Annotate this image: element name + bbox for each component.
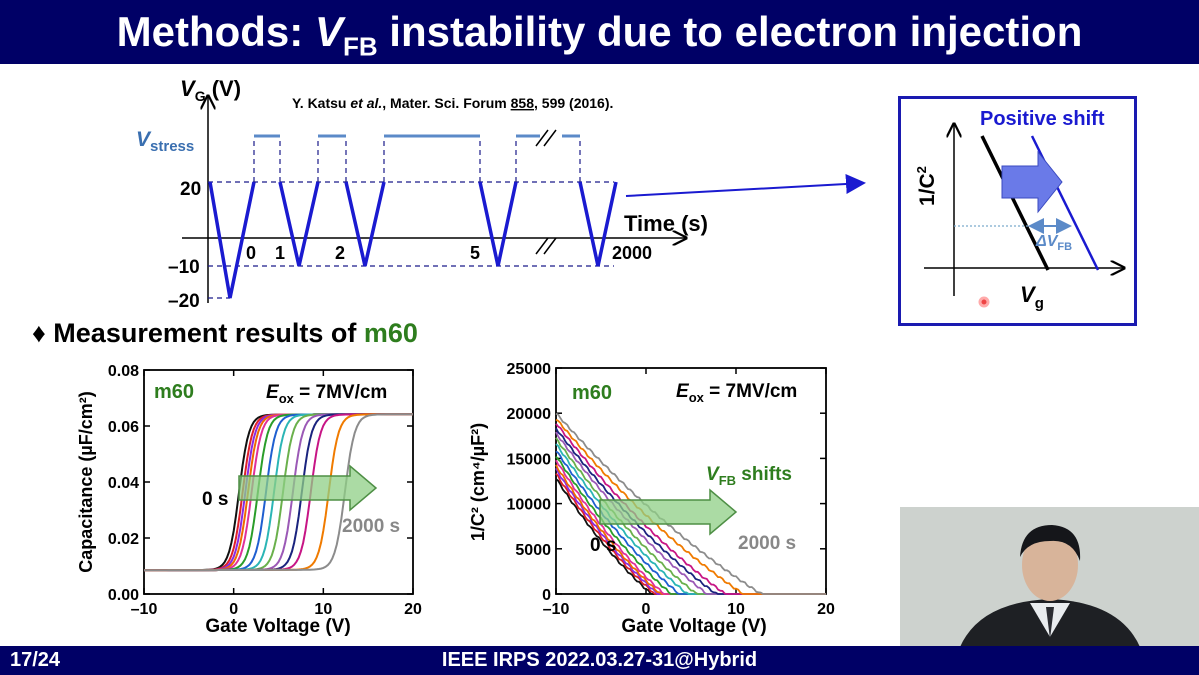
time-mark-2: 2 xyxy=(335,243,345,263)
cv-chart: –10 0 10 20 0.00 0.02 0.04 0.06 0.08 m60 Eox = 7… xyxy=(76,363,422,637)
end-label-right: 2000 s xyxy=(738,533,796,554)
mott-ytick-label: 5000 xyxy=(515,542,551,559)
mott-xtick-label: 0 xyxy=(642,601,651,618)
cv-series-13 xyxy=(144,413,413,572)
mott-series-13 xyxy=(555,412,826,595)
section-text: Measurement results of xyxy=(53,318,364,348)
vstress-label: Vstress xyxy=(136,128,194,155)
start-label-right: 0 s xyxy=(590,535,616,556)
start-label-left: 0 s xyxy=(202,489,228,510)
pointer-arrow xyxy=(625,173,866,197)
sweep-initial xyxy=(208,181,256,299)
time-mark-5: 5 xyxy=(470,243,480,263)
page-number: 17/24 xyxy=(10,649,61,671)
ylabel-left: Capacitance (µF/cm²) xyxy=(76,391,96,572)
mott-ytick-label: 20000 xyxy=(507,406,552,423)
mott-xtick-label: 10 xyxy=(727,601,745,618)
sweep-2000 xyxy=(578,181,618,267)
vfb-shift-label: VFB shifts xyxy=(706,464,792,488)
waveform-ylabel: VG (V) xyxy=(180,76,241,104)
waveform-xlabel: Time (s) xyxy=(624,211,708,236)
title-prefix: Methods: xyxy=(116,8,315,55)
inset-ylabel: 1/C2 xyxy=(914,166,939,206)
pointer-dot xyxy=(978,296,990,308)
end-label-left: 2000 s xyxy=(342,516,400,537)
reference-text: Y. Katsu et al., Mater. Sci. Forum 858, … xyxy=(292,95,613,111)
footer-bar: 17/24 IEEE IRPS 2022.03.27-31@Hybrid xyxy=(0,646,1199,675)
presenter-video xyxy=(900,507,1199,647)
sample-label-right: m60 xyxy=(572,382,612,404)
mott-ytick-label: 10000 xyxy=(507,497,552,514)
cv-xtick-label: 10 xyxy=(314,601,332,618)
stress-waveform-diagram: VG (V) Vstress Y. Katsu et al., Mater. S… xyxy=(136,76,866,312)
inset-label: Positive shift xyxy=(980,108,1105,130)
cv-ytick-label: 0.00 xyxy=(108,587,139,604)
cv-xtick-label: –10 xyxy=(131,601,158,618)
title-suffix: instability due to electron injection xyxy=(377,8,1083,55)
ylabel-right: 1/C² (cm⁴/µF²) xyxy=(468,423,488,541)
y-tick-minus20: –20 xyxy=(168,291,200,312)
y-tick-minus10: –10 xyxy=(168,257,200,278)
shift-arrow-right xyxy=(599,488,738,536)
cv-xtick-label: 20 xyxy=(404,601,422,618)
mott-ytick-label: 25000 xyxy=(507,361,552,378)
positive-shift-inset: 1/C2 Vg Positive shift ΔVFB xyxy=(898,96,1137,326)
mott-ytick-label: 15000 xyxy=(507,451,552,468)
shift-arrow-left xyxy=(238,464,378,512)
inset-xlabel: Vg xyxy=(1020,282,1044,312)
title-sub: FB xyxy=(342,31,378,62)
eox-label-right: Eox = 7MV/cm xyxy=(676,381,797,405)
sweep-5 xyxy=(478,181,518,267)
inset-line-before xyxy=(980,135,1050,271)
cv-ytick-label: 0.06 xyxy=(108,419,139,436)
y-tick-20: 20 xyxy=(180,179,201,200)
mott-ytick-label: 0 xyxy=(542,587,551,604)
cv-xtick-label: 0 xyxy=(229,601,238,618)
mott-xtick-label: –10 xyxy=(543,601,570,618)
section-sample: m60 xyxy=(363,318,418,348)
cv-ytick-label: 0.04 xyxy=(108,475,139,492)
shift-arrow xyxy=(1001,150,1063,214)
cv-ytick-label: 0.08 xyxy=(108,363,139,380)
xlabel-right: Gate Voltage (V) xyxy=(621,616,766,637)
sample-label-left: m60 xyxy=(154,381,194,403)
eox-label-left: Eox = 7MV/cm xyxy=(266,382,387,406)
axis-break-marks xyxy=(535,129,557,255)
time-mark-2000: 2000 xyxy=(612,243,652,263)
sweep-2 xyxy=(344,181,386,267)
title-var: V xyxy=(314,8,343,55)
xlabel-left: Gate Voltage (V) xyxy=(205,616,350,637)
cv-ytick-label: 0.02 xyxy=(108,531,139,548)
section-bullet: ♦ xyxy=(32,318,46,348)
time-mark-1: 1 xyxy=(275,243,285,263)
section-heading: ♦ Measurement results of m60 xyxy=(32,318,418,349)
delta-vfb-label: ΔVFB xyxy=(1035,233,1072,253)
conference-label: IEEE IRPS 2022.03.27-31@Hybrid xyxy=(441,649,758,671)
slide-title: Methods: VFB instability due to electron… xyxy=(0,0,1199,64)
time-mark-0: 0 xyxy=(246,243,256,263)
mott-xtick-label: 20 xyxy=(817,601,835,618)
sweep-1 xyxy=(278,181,320,267)
